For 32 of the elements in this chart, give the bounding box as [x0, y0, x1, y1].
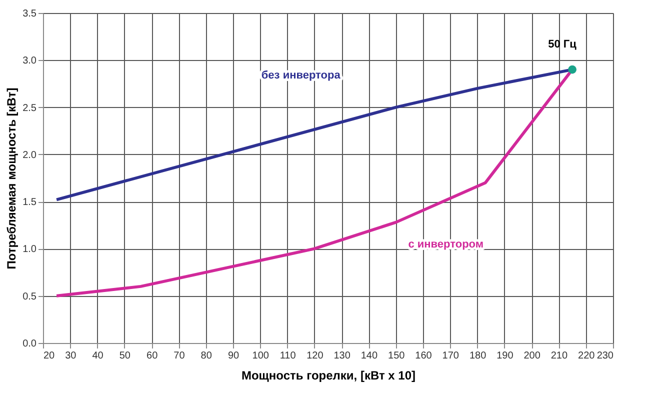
- x-tick-label: 60: [146, 350, 158, 362]
- x-tick-label: 90: [228, 350, 240, 362]
- y-tick-label: 2.0: [22, 150, 37, 161]
- y-tick-label: 3.5: [22, 8, 37, 20]
- x-tick-label: 40: [92, 350, 104, 362]
- x-tick-label: 140: [360, 350, 378, 362]
- x-tick-label: 100: [252, 350, 270, 362]
- y-tick-label: 2.5: [22, 102, 37, 114]
- x-tick-label: 190: [496, 350, 514, 362]
- y-tick-label: 1.0: [22, 244, 37, 256]
- x-tick-label: 150: [388, 350, 406, 362]
- x-tick-label: 200: [524, 350, 541, 362]
- x-tick-label: 170: [442, 350, 460, 362]
- x-tick-label: 80: [200, 350, 212, 362]
- y-axis-title: Потребляемая мощность [кВт]: [4, 88, 19, 270]
- x-axis-title: Мощность горелки, [кВт x 10]: [241, 368, 416, 382]
- x-tick-label: 210: [550, 350, 568, 362]
- x-tick-label: 30: [65, 350, 77, 362]
- y-tick-label: 0.5: [22, 291, 37, 302]
- y-tick-label: 0.0: [22, 338, 37, 350]
- x-tick-label: 70: [174, 350, 186, 362]
- x-tick-label: 220: [578, 350, 596, 362]
- x-tick-label: 110: [280, 350, 296, 362]
- x-tick-label: 50: [119, 350, 131, 362]
- x-tick-label: 180: [469, 350, 487, 362]
- y-tick-label: 1.5: [22, 197, 37, 208]
- x-tick-label: 20: [44, 350, 56, 362]
- x-tick-label: 130: [334, 350, 351, 362]
- x-tick-label: 160: [415, 350, 432, 362]
- x-tick-label: 120: [306, 350, 324, 362]
- y-tick-label: 3.0: [22, 56, 37, 67]
- x-tick-label: 230: [596, 350, 614, 362]
